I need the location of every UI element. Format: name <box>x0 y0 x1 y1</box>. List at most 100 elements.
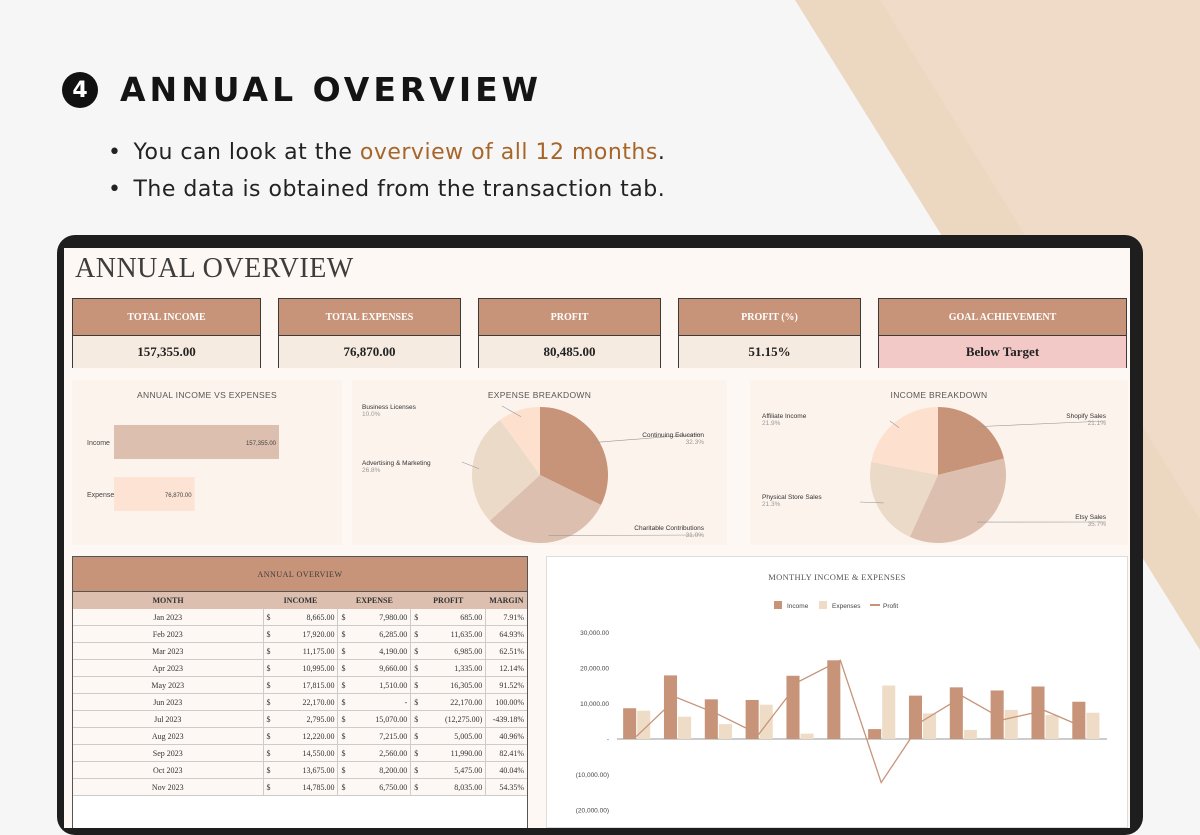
profit-cell[interactable]: 5,475.00 <box>425 762 485 779</box>
bar-income[interactable] <box>950 687 963 739</box>
currency-sign[interactable]: $ <box>263 609 278 626</box>
income-cell[interactable]: 17,815.00 <box>278 677 338 694</box>
currency-sign[interactable]: $ <box>263 643 278 660</box>
currency-sign[interactable]: $ <box>338 643 353 660</box>
bar-expense[interactable] <box>719 724 732 739</box>
income-cell[interactable]: 14,550.00 <box>278 745 338 762</box>
month[interactable]: Jul 2023 <box>73 711 263 728</box>
currency-sign[interactable]: $ <box>263 728 278 745</box>
currency-sign[interactable]: $ <box>263 711 278 728</box>
profit-cell[interactable]: 22,170.00 <box>425 694 485 711</box>
currency-sign[interactable]: $ <box>411 660 426 677</box>
month[interactable]: Apr 2023 <box>73 660 263 677</box>
currency-sign[interactable]: $ <box>411 609 426 626</box>
income-cell[interactable]: 11,175.00 <box>278 643 338 660</box>
profit-cell[interactable]: 11,990.00 <box>425 745 485 762</box>
kpi-value[interactable]: 51.15% <box>679 336 860 368</box>
currency-sign[interactable]: $ <box>338 677 353 694</box>
kpi-value[interactable]: 80,485.00 <box>479 336 660 368</box>
margin-cell[interactable]: 62.51% <box>486 643 527 660</box>
currency-sign[interactable]: $ <box>338 609 353 626</box>
currency-sign[interactable]: $ <box>411 694 426 711</box>
expense-cell[interactable]: 7,215.00 <box>352 728 410 745</box>
expense-cell[interactable]: 8,200.00 <box>352 762 410 779</box>
currency-sign[interactable]: $ <box>338 728 353 745</box>
currency-sign[interactable]: $ <box>411 626 426 643</box>
income-cell[interactable]: 13,675.00 <box>278 762 338 779</box>
kpi-value[interactable]: Below Target <box>879 336 1126 368</box>
profit-cell[interactable]: 11,635.00 <box>425 626 485 643</box>
profit-cell[interactable]: (12,275.00) <box>425 711 485 728</box>
expense-cell[interactable]: 6,285.00 <box>352 626 410 643</box>
col-month[interactable]: MONTH <box>73 592 263 609</box>
month[interactable]: Sep 2023 <box>73 745 263 762</box>
currency-sign[interactable]: $ <box>263 779 278 796</box>
bar-income[interactable] <box>991 690 1004 739</box>
income-cell[interactable]: 22,170.00 <box>278 694 338 711</box>
month[interactable]: Jan 2023 <box>73 609 263 626</box>
expense-cell[interactable]: 2,560.00 <box>352 745 410 762</box>
bar-income[interactable] <box>705 699 718 739</box>
currency-sign[interactable]: $ <box>263 762 278 779</box>
expense-cell[interactable]: - <box>352 694 410 711</box>
expense-cell[interactable]: 9,660.00 <box>352 660 410 677</box>
profit-cell[interactable]: 6,985.00 <box>425 643 485 660</box>
bar-expense[interactable] <box>1005 710 1018 739</box>
expense-cell[interactable]: 6,750.00 <box>352 779 410 796</box>
profit-cell[interactable]: 1,335.00 <box>425 660 485 677</box>
bar-income[interactable] <box>623 708 636 739</box>
currency-sign[interactable]: $ <box>263 626 278 643</box>
currency-sign[interactable]: $ <box>338 660 353 677</box>
currency-sign[interactable]: $ <box>263 660 278 677</box>
margin-cell[interactable]: 54.35% <box>486 779 527 796</box>
margin-cell[interactable]: 7.91% <box>486 609 527 626</box>
margin-cell[interactable]: 91.52% <box>486 677 527 694</box>
profit-line[interactable] <box>636 660 1085 782</box>
income-cell[interactable]: 2,795.00 <box>278 711 338 728</box>
currency-sign[interactable]: $ <box>263 677 278 694</box>
month[interactable]: Oct 2023 <box>73 762 263 779</box>
margin-cell[interactable]: -439.18% <box>486 711 527 728</box>
table-row[interactable]: Jul 2023$2,795.00$15,070.00$(12,275.00)-… <box>73 711 527 728</box>
month[interactable]: Nov 2023 <box>73 779 263 796</box>
expense-cell[interactable]: 7,980.00 <box>352 609 410 626</box>
bar-expense[interactable] <box>1086 713 1099 739</box>
bar-expense[interactable] <box>1046 715 1059 739</box>
currency-sign[interactable]: $ <box>338 745 353 762</box>
bar-income[interactable] <box>1072 702 1085 739</box>
currency-sign[interactable]: $ <box>338 762 353 779</box>
kpi-value[interactable]: 76,870.00 <box>279 336 460 368</box>
profit-cell[interactable]: 8,035.00 <box>425 779 485 796</box>
profit-cell[interactable]: 685.00 <box>425 609 485 626</box>
bar-income[interactable] <box>827 660 840 739</box>
bar-income[interactable] <box>909 696 922 739</box>
margin-cell[interactable]: 40.96% <box>486 728 527 745</box>
profit-cell[interactable]: 5,005.00 <box>425 728 485 745</box>
bar-income[interactable] <box>868 729 881 739</box>
bar-expense[interactable] <box>678 717 691 739</box>
margin-cell[interactable]: 82.41% <box>486 745 527 762</box>
margin-cell[interactable]: 12.14% <box>486 660 527 677</box>
currency-sign[interactable]: $ <box>411 779 426 796</box>
month[interactable]: Jun 2023 <box>73 694 263 711</box>
kpi-value[interactable]: 157,355.00 <box>73 336 260 368</box>
currency-sign[interactable]: $ <box>411 762 426 779</box>
bar-income[interactable] <box>786 676 799 739</box>
col-profit[interactable]: PROFIT <box>411 592 486 609</box>
currency-sign[interactable]: $ <box>338 711 353 728</box>
bar-income[interactable] <box>664 675 677 739</box>
currency-sign[interactable]: $ <box>411 677 426 694</box>
month[interactable]: Aug 2023 <box>73 728 263 745</box>
month[interactable]: May 2023 <box>73 677 263 694</box>
